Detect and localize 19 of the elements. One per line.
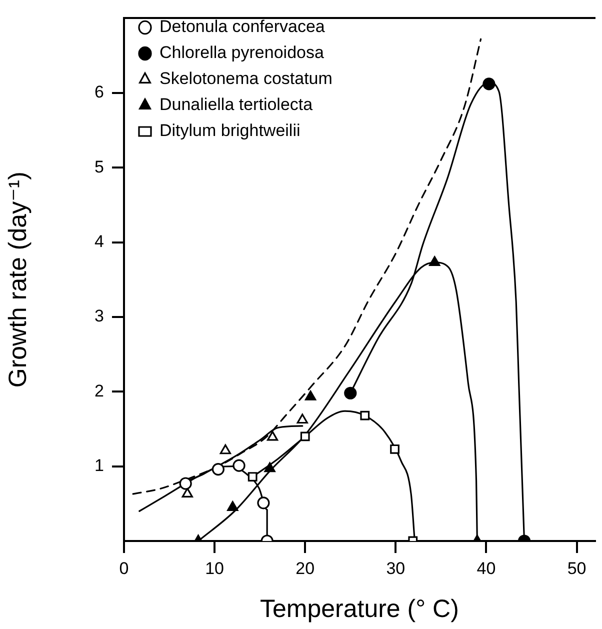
legend-label: Ditylum brightweilii bbox=[160, 121, 300, 140]
y-tick-label: 2 bbox=[94, 381, 104, 400]
y-tick-label: 6 bbox=[94, 82, 104, 102]
x-axis-title: Temperature (° C) bbox=[260, 594, 459, 623]
x-tick-label: 0 bbox=[119, 558, 129, 578]
legend-label: Chlorella pyrenoidosa bbox=[160, 43, 324, 62]
x-tick-label: 10 bbox=[205, 558, 224, 578]
y-tick-label: 4 bbox=[94, 232, 104, 251]
legend-label: Dunaliella tertiolecta bbox=[160, 95, 314, 114]
x-tick-label: 20 bbox=[296, 558, 315, 578]
legend-label: Detonula confervacea bbox=[160, 17, 326, 36]
x-tick-label: 30 bbox=[386, 558, 406, 578]
y-tick-label: 5 bbox=[94, 157, 104, 176]
y-axis-title: Growth rate (day⁻¹) bbox=[4, 172, 32, 388]
x-tick-label: 50 bbox=[567, 558, 586, 578]
y-tick-label: 1 bbox=[94, 456, 104, 475]
y-tick-label: 3 bbox=[94, 306, 104, 326]
legend-label: Skelotonema costatum bbox=[160, 69, 332, 88]
x-tick-label: 40 bbox=[476, 558, 496, 578]
